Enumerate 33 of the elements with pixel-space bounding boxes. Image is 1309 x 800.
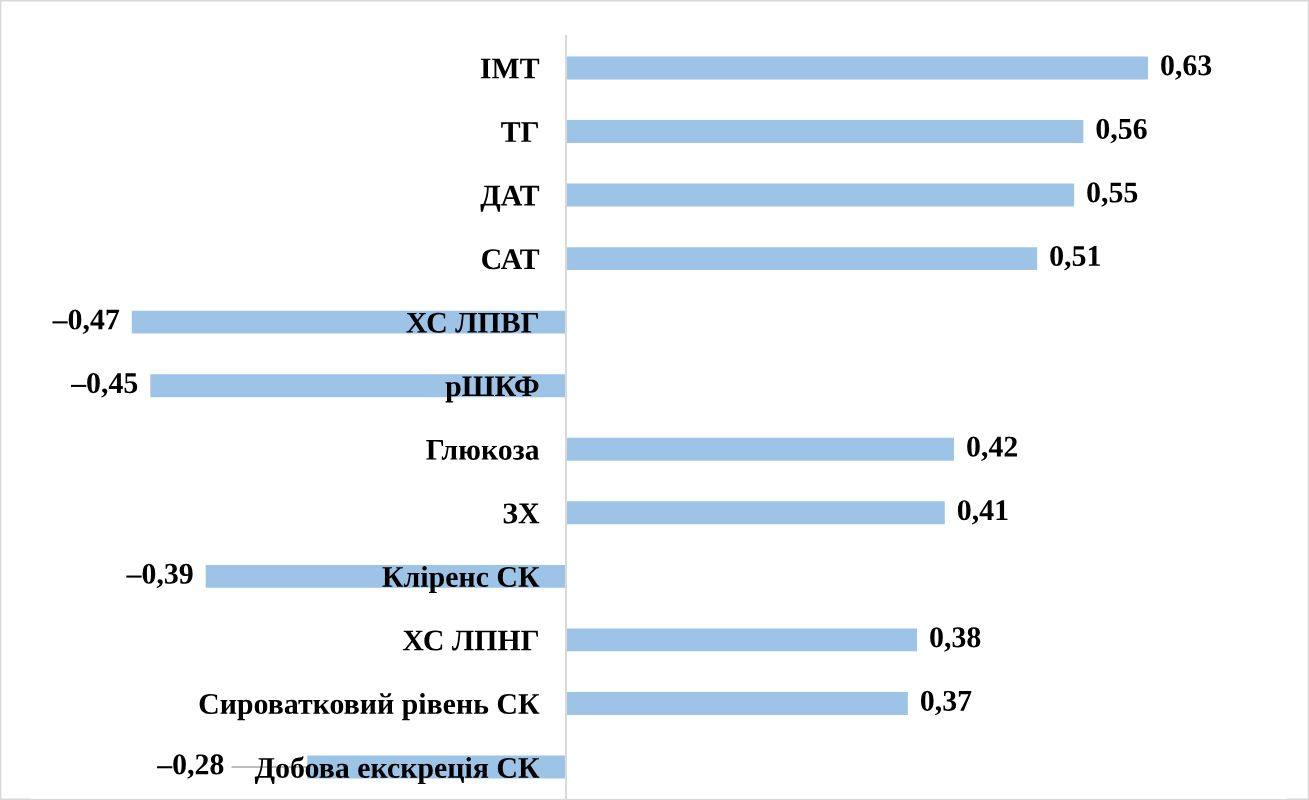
data-label: 0,56 bbox=[1096, 118, 1147, 144]
y-tick-label: САТ bbox=[482, 249, 540, 270]
data-label: 0,42 bbox=[967, 436, 1017, 462]
y-tick-label: ЗХ bbox=[503, 503, 540, 524]
data-label: –0,45 bbox=[70, 373, 138, 398]
y-tick-label: Сироватковий рівень СК bbox=[199, 693, 540, 721]
bar bbox=[566, 247, 1038, 271]
bar bbox=[566, 628, 918, 652]
y-tick-label: ДАТ bbox=[480, 185, 540, 212]
data-label: 0,55 bbox=[1087, 182, 1138, 207]
y-tick-label: рШКФ bbox=[445, 376, 539, 403]
bar bbox=[566, 56, 1149, 80]
y-tick-label: ХС ЛПНГ bbox=[402, 630, 538, 651]
y-tick-label: ТГ bbox=[501, 122, 538, 142]
y-tick-label: Глюкоза bbox=[426, 440, 540, 460]
data-label: 0,37 bbox=[920, 690, 972, 716]
data-label: 0,51 bbox=[1050, 245, 1100, 271]
bar bbox=[566, 501, 945, 525]
bar bbox=[566, 437, 955, 461]
y-tick-label: Добова екскреція СК bbox=[254, 756, 540, 785]
bar bbox=[131, 310, 567, 334]
data-label: –0,28 bbox=[156, 754, 224, 779]
bar bbox=[566, 692, 908, 715]
data-label: –0,39 bbox=[126, 563, 193, 589]
y-tick-label: ІМТ bbox=[480, 58, 540, 79]
data-label: 0,38 bbox=[930, 627, 981, 652]
bar bbox=[566, 120, 1084, 143]
bar bbox=[566, 183, 1075, 207]
data-label: 0,41 bbox=[957, 500, 1008, 525]
data-label: –0,47 bbox=[52, 309, 120, 334]
y-tick-label: ХС ЛПВГ bbox=[406, 312, 538, 333]
data-label: 0,63 bbox=[1161, 55, 1212, 80]
y-tick-label: Кліренс СК bbox=[382, 566, 540, 594]
